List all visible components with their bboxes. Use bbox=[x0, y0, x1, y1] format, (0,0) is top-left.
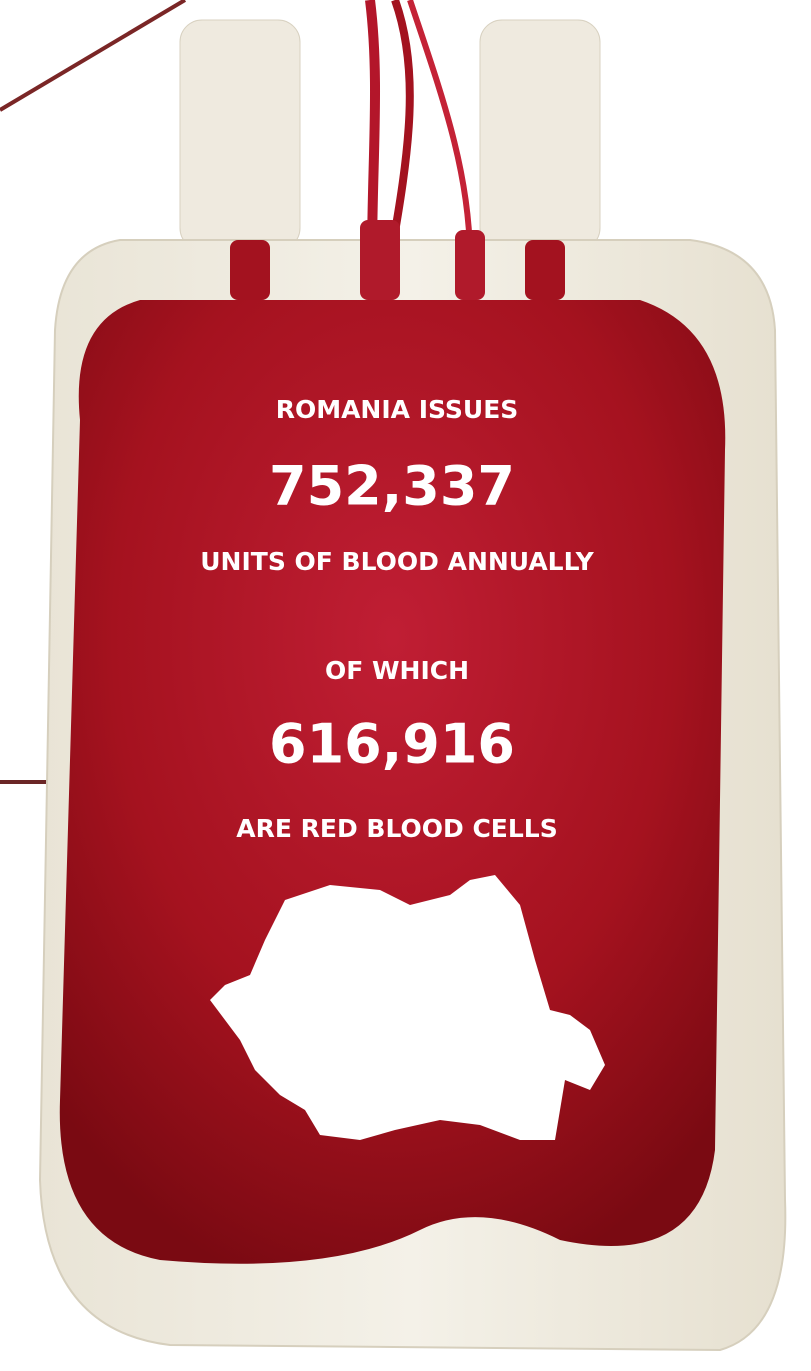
big-number: 752,337 bbox=[269, 455, 515, 518]
port-neck bbox=[230, 240, 270, 300]
connector-line bbox=[0, 0, 185, 110]
port-neck bbox=[525, 240, 565, 300]
port bbox=[480, 20, 600, 250]
headline: UNITS OF BLOOD ANNUALLY bbox=[200, 547, 594, 576]
headline: ROMANIA ISSUES bbox=[276, 395, 519, 424]
headline: OF WHICH bbox=[325, 656, 469, 685]
infographic: ROMANIA ISSUES 752,337 UNITS OF BLOOD AN… bbox=[0, 0, 811, 1371]
page: ROMANIA ISSUES 752,337 UNITS OF BLOOD AN… bbox=[0, 0, 811, 1371]
big-number: 616,916 bbox=[269, 713, 515, 776]
port bbox=[180, 20, 300, 250]
port-neck bbox=[360, 220, 400, 300]
port-neck bbox=[455, 230, 485, 300]
headline: ARE RED BLOOD CELLS bbox=[236, 814, 558, 843]
tube bbox=[410, 0, 470, 260]
